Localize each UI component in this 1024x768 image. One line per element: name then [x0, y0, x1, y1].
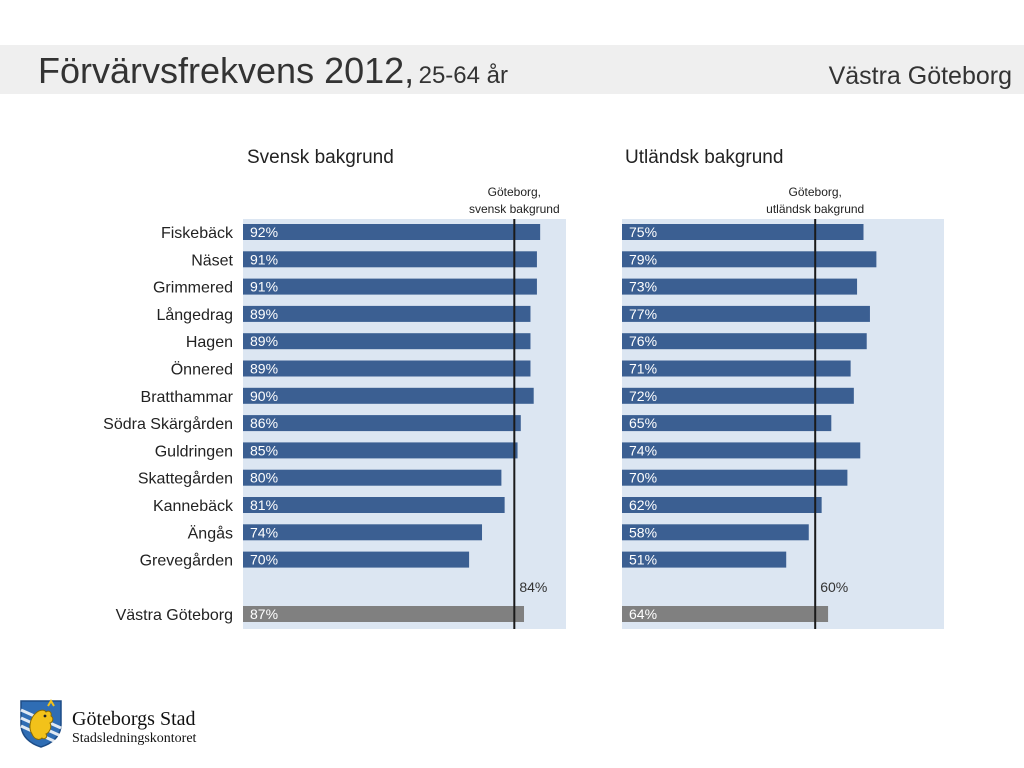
chart-2-bar: [622, 469, 848, 486]
chart-1-bar: [243, 224, 541, 240]
chart-2-reference-caption-line2: utländsk bakgrund: [766, 202, 864, 216]
chart-1-bar: [243, 442, 518, 459]
chart-1-category-label: Ängås: [188, 524, 233, 542]
page-title-main: Förvärvsfrekvens 2012,: [38, 50, 415, 91]
chart-2-title: Utländsk bakgrund: [625, 147, 783, 168]
chart-2-bar-label: 74%: [629, 442, 657, 458]
chart-1-category-label: Näset: [191, 252, 233, 269]
city-logo: [18, 698, 64, 753]
chart-2-reference-caption-line1: Göteborg,: [789, 185, 842, 199]
chart-2-bar-label: 62%: [629, 497, 657, 513]
chart-1-bar: [243, 497, 505, 513]
chart-2-bar-label: 72%: [629, 388, 657, 404]
chart-2-bar: [622, 305, 870, 322]
chart-2-bar-label: 73%: [629, 279, 657, 295]
chart-1-category-label: Långedrag: [156, 306, 233, 324]
chart-2-total-bar-label: 64%: [629, 606, 657, 622]
chart-2-bar-label: 58%: [629, 524, 657, 540]
chart-1-bar: [243, 305, 531, 322]
chart-1-bar-label: 90%: [250, 388, 278, 404]
chart-1-reference-caption-line1: Göteborg,: [488, 185, 541, 199]
chart-2-bar: [622, 551, 787, 568]
chart-1-title: Svensk bakgrund: [247, 147, 394, 168]
header-band: [0, 45, 1024, 94]
chart-1-bar: [243, 469, 502, 486]
chart-1-bar: [243, 524, 483, 541]
chart-2-bar-label: 70%: [629, 470, 657, 486]
chart-1-bar: [243, 333, 531, 350]
chart-1-bar-label: 89%: [250, 361, 278, 377]
chart-1-category-label: Hagen: [186, 334, 233, 351]
chart-2-bar: [622, 387, 854, 404]
chart-1-total-bar-label: 87%: [250, 606, 278, 622]
lion-crest-icon: [20, 699, 62, 748]
chart-2-bar: [622, 497, 822, 513]
logo-name: Göteborgs Stad: [72, 708, 196, 730]
chart-2-bar: [622, 278, 858, 295]
chart-2-total-bar: [622, 606, 829, 622]
chart-1-reference-value-label: 84%: [519, 579, 547, 595]
region-label: Västra Göteborg: [828, 62, 1012, 90]
chart-1-category-label: Grimmered: [153, 280, 233, 297]
chart-1-bar-label: 91%: [250, 251, 278, 267]
chart-1-bar: [243, 251, 537, 268]
chart-1-bar: [243, 278, 537, 295]
chart-1-bar-label: 89%: [250, 333, 278, 349]
chart-1-bar-label: 91%: [250, 279, 278, 295]
chart-1-bar-label: 74%: [250, 524, 278, 540]
page-title: Förvärvsfrekvens 2012, 25-64 år: [38, 50, 508, 92]
chart-1-bar-label: 80%: [250, 470, 278, 486]
chart-2-bar-label: 77%: [629, 306, 657, 322]
chart-2-bar: [622, 360, 851, 377]
chart-2-bar: [622, 442, 861, 459]
chart-1-category-label: Skattegården: [138, 470, 233, 488]
chart-2-bar-label: 71%: [629, 361, 657, 377]
chart-2-bar-label: 76%: [629, 333, 657, 349]
chart-1-bar: [243, 387, 534, 404]
chart-1-total-category-label: Västra Göteborg: [116, 607, 233, 624]
chart-1-category-label: Guldringen: [155, 443, 233, 460]
chart-1-bar-label: 70%: [250, 552, 278, 568]
logo-text: Göteborgs Stad Stadsledningskontoret: [72, 708, 196, 748]
chart-2-bar: [622, 415, 832, 432]
chart-1-category-label: Grevegården: [140, 552, 233, 570]
chart-1-bar-label: 86%: [250, 415, 278, 431]
chart-2-bar: [622, 333, 867, 350]
page-title-sub: 25-64 år: [418, 62, 508, 89]
chart-2-bar: [622, 524, 809, 541]
chart-1-bar-label: 89%: [250, 306, 278, 322]
chart-1-bar: [243, 415, 521, 432]
chart-1-category-label: Önnered: [171, 361, 233, 379]
chart-1-category-label: Södra Skärgården: [103, 415, 233, 433]
chart-2-bar: [622, 224, 864, 240]
chart-1-total-bar: [243, 606, 525, 622]
chart-1-bar-label: 85%: [250, 442, 278, 458]
chart-1-reference-caption-line2: svensk bakgrund: [469, 202, 560, 216]
chart-1-bar-label: 81%: [250, 497, 278, 513]
chart-1-category-label: Kannebäck: [153, 498, 234, 515]
chart-2-bar-label: 65%: [629, 415, 657, 431]
chart-1-bar: [243, 551, 470, 568]
chart-2-reference-value-label: 60%: [820, 579, 848, 595]
chart-1-bar: [243, 360, 531, 377]
chart-1-bar-label: 92%: [250, 224, 278, 240]
logo-dept: Stadsledningskontoret: [72, 731, 197, 746]
chart-1-category-label: Bratthammar: [141, 389, 234, 406]
chart-2-bar-label: 51%: [629, 552, 657, 568]
chart-2-bar: [622, 251, 877, 268]
chart-2-bar-label: 75%: [629, 224, 657, 240]
chart-2-bar-label: 79%: [629, 251, 657, 267]
chart-1-category-label: Fiskebäck: [161, 225, 234, 242]
